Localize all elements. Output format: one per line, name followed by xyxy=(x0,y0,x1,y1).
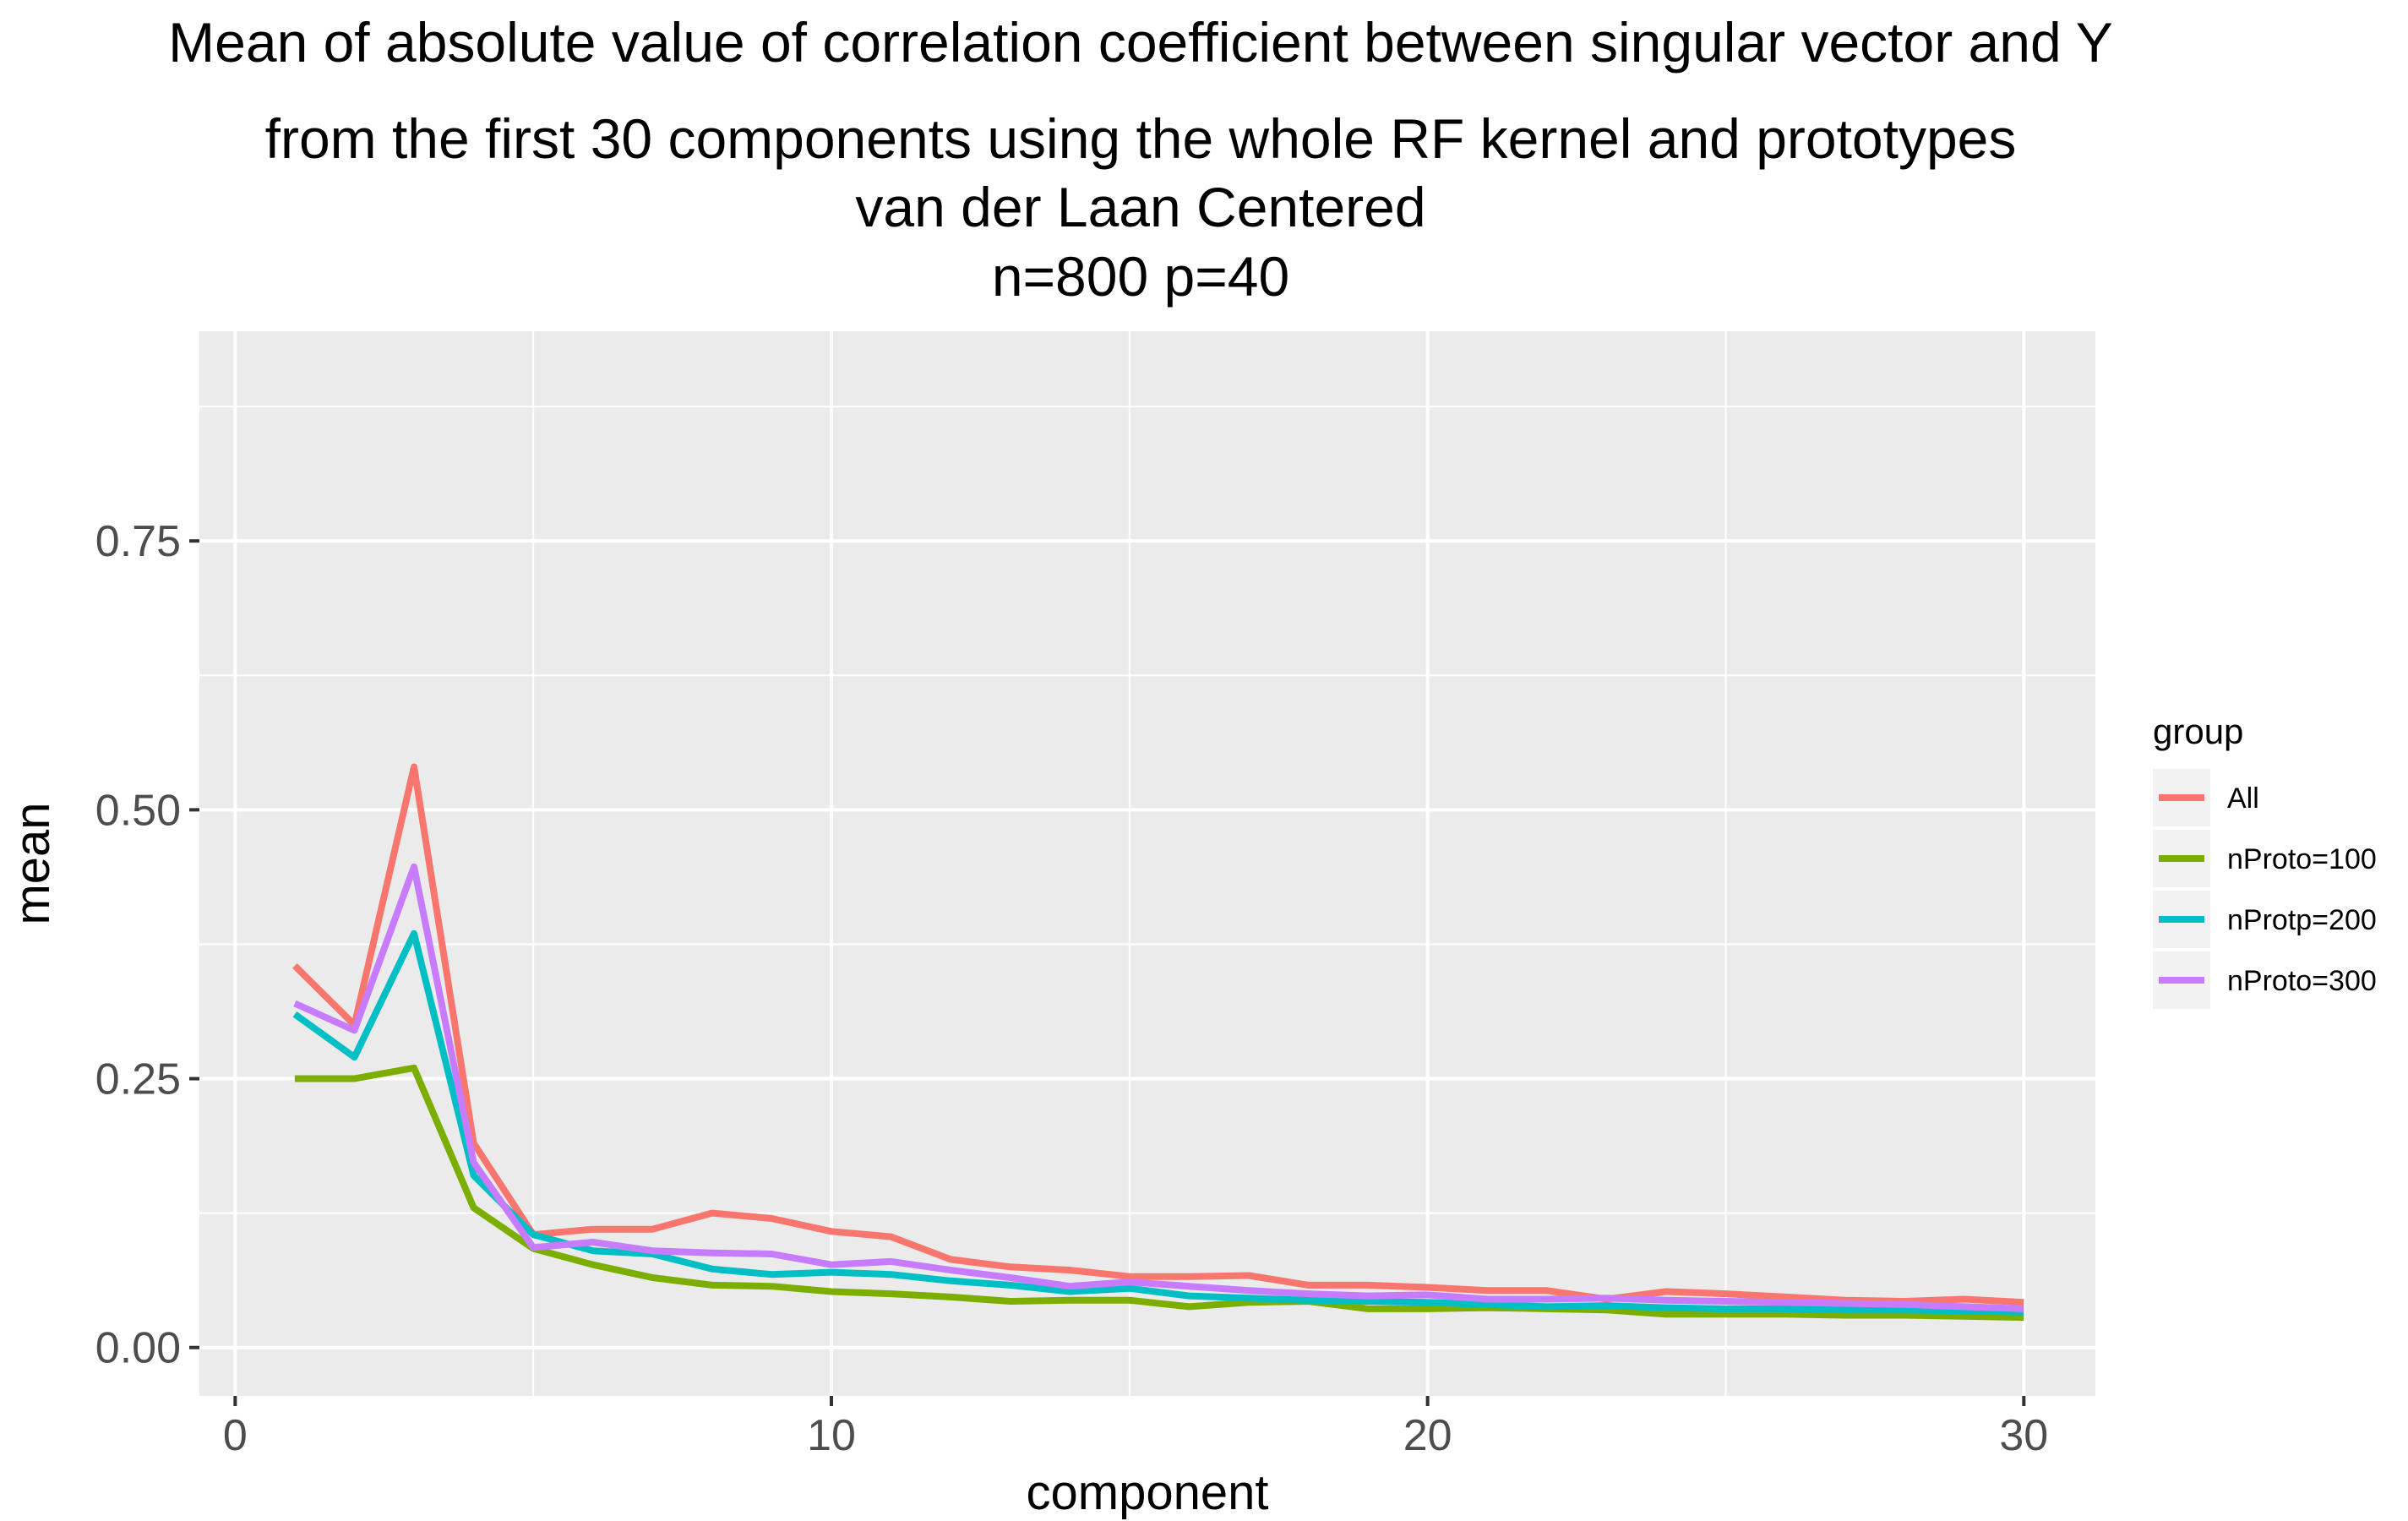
x-tick-label: 20 xyxy=(1403,1411,1452,1460)
y-axis-title: mean xyxy=(5,802,60,924)
legend-label: nProto=300 xyxy=(2227,965,2377,997)
x-tick-label: 10 xyxy=(807,1411,856,1460)
minor-gridlines xyxy=(199,331,2095,1396)
legend-label: All xyxy=(2227,782,2259,815)
series-line-2 xyxy=(292,930,2024,1316)
y-tick-label: 0.25 xyxy=(95,1055,181,1104)
chart-title-line-1: Mean of absolute value of correlation co… xyxy=(168,11,2113,74)
legend-title: group xyxy=(2153,711,2243,751)
axis-ticks xyxy=(189,539,2026,1406)
tick-labels: 0 10 20 30 0.00 0.25 0.50 0.75 xyxy=(95,517,2048,1460)
y-tick-label: 0.50 xyxy=(95,786,181,835)
chart-title-line-3: van der Laan Centered xyxy=(855,176,1426,238)
legend-label: nProtp=200 xyxy=(2227,904,2377,936)
y-tick-label: 0.00 xyxy=(95,1324,181,1373)
major-gridlines xyxy=(199,331,2095,1396)
x-tick-label: 0 xyxy=(223,1411,248,1460)
chart-title-line-4: n=800 p=40 xyxy=(991,245,1290,308)
series-line-1 xyxy=(294,1064,2024,1322)
legend: group All nProto=100 nProtp=200 nProto=300 xyxy=(2153,711,2377,1009)
x-axis-title: component xyxy=(1027,1465,1269,1520)
plot-panel xyxy=(199,331,2095,1396)
series-line-3 xyxy=(293,863,2024,1312)
y-tick-label: 0.75 xyxy=(95,517,181,566)
series-lines xyxy=(292,763,2024,1322)
series-line-0 xyxy=(292,763,2024,1306)
x-tick-label: 30 xyxy=(1999,1411,2048,1460)
chart-title-line-2: from the first 30 components using the w… xyxy=(264,107,2017,170)
legend-label: nProto=100 xyxy=(2227,843,2377,875)
